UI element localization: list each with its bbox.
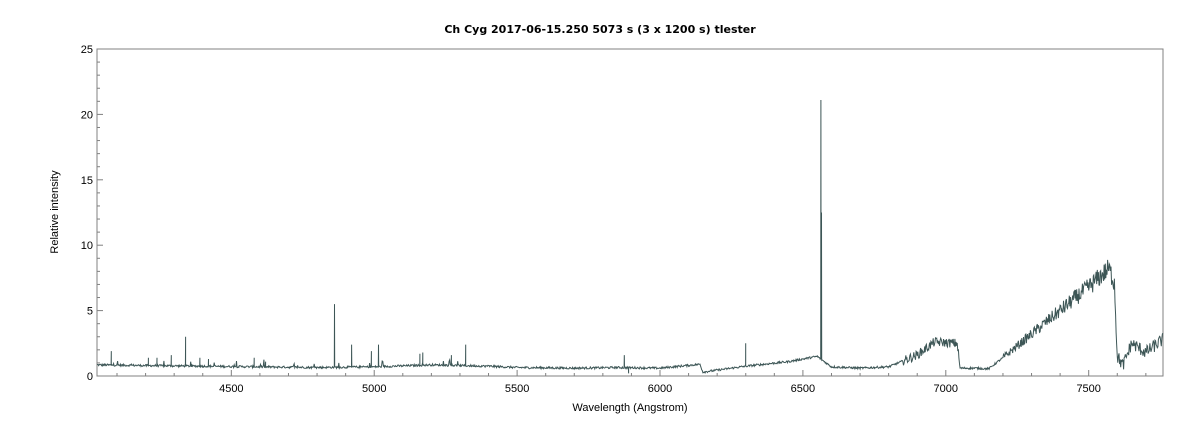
x-tick-label: 6500 [791, 383, 815, 395]
plot-area [96, 48, 1164, 377]
y-tick-label: 20 [81, 109, 93, 121]
x-tick-label: 4500 [219, 383, 243, 395]
x-tick-label: 5000 [362, 383, 386, 395]
x-tick-label: 7000 [934, 383, 958, 395]
y-axis: 0 5 10 15 20 25 [81, 44, 103, 383]
chart-title: Ch Cyg 2017-06-15.250 5073 s (3 x 1200 s… [444, 23, 756, 36]
y-axis-label: Relative intensity [49, 170, 61, 254]
x-tick-label: 5500 [505, 383, 529, 395]
y-tick-label: 10 [81, 240, 93, 252]
x-axis: 4500 5000 5500 6000 6500 7000 7500 [116, 370, 1147, 395]
y-tick-label: 15 [81, 175, 93, 187]
y-tick-label: 25 [81, 44, 93, 56]
x-tick-label: 7500 [1076, 383, 1100, 395]
x-axis-label: Wavelength (Angstrom) [572, 402, 687, 414]
spectrum-series-line [97, 99, 1164, 374]
x-tick-label: 6000 [648, 383, 672, 395]
y-tick-label: 5 [87, 306, 93, 318]
y-tick-label: 0 [87, 371, 93, 383]
